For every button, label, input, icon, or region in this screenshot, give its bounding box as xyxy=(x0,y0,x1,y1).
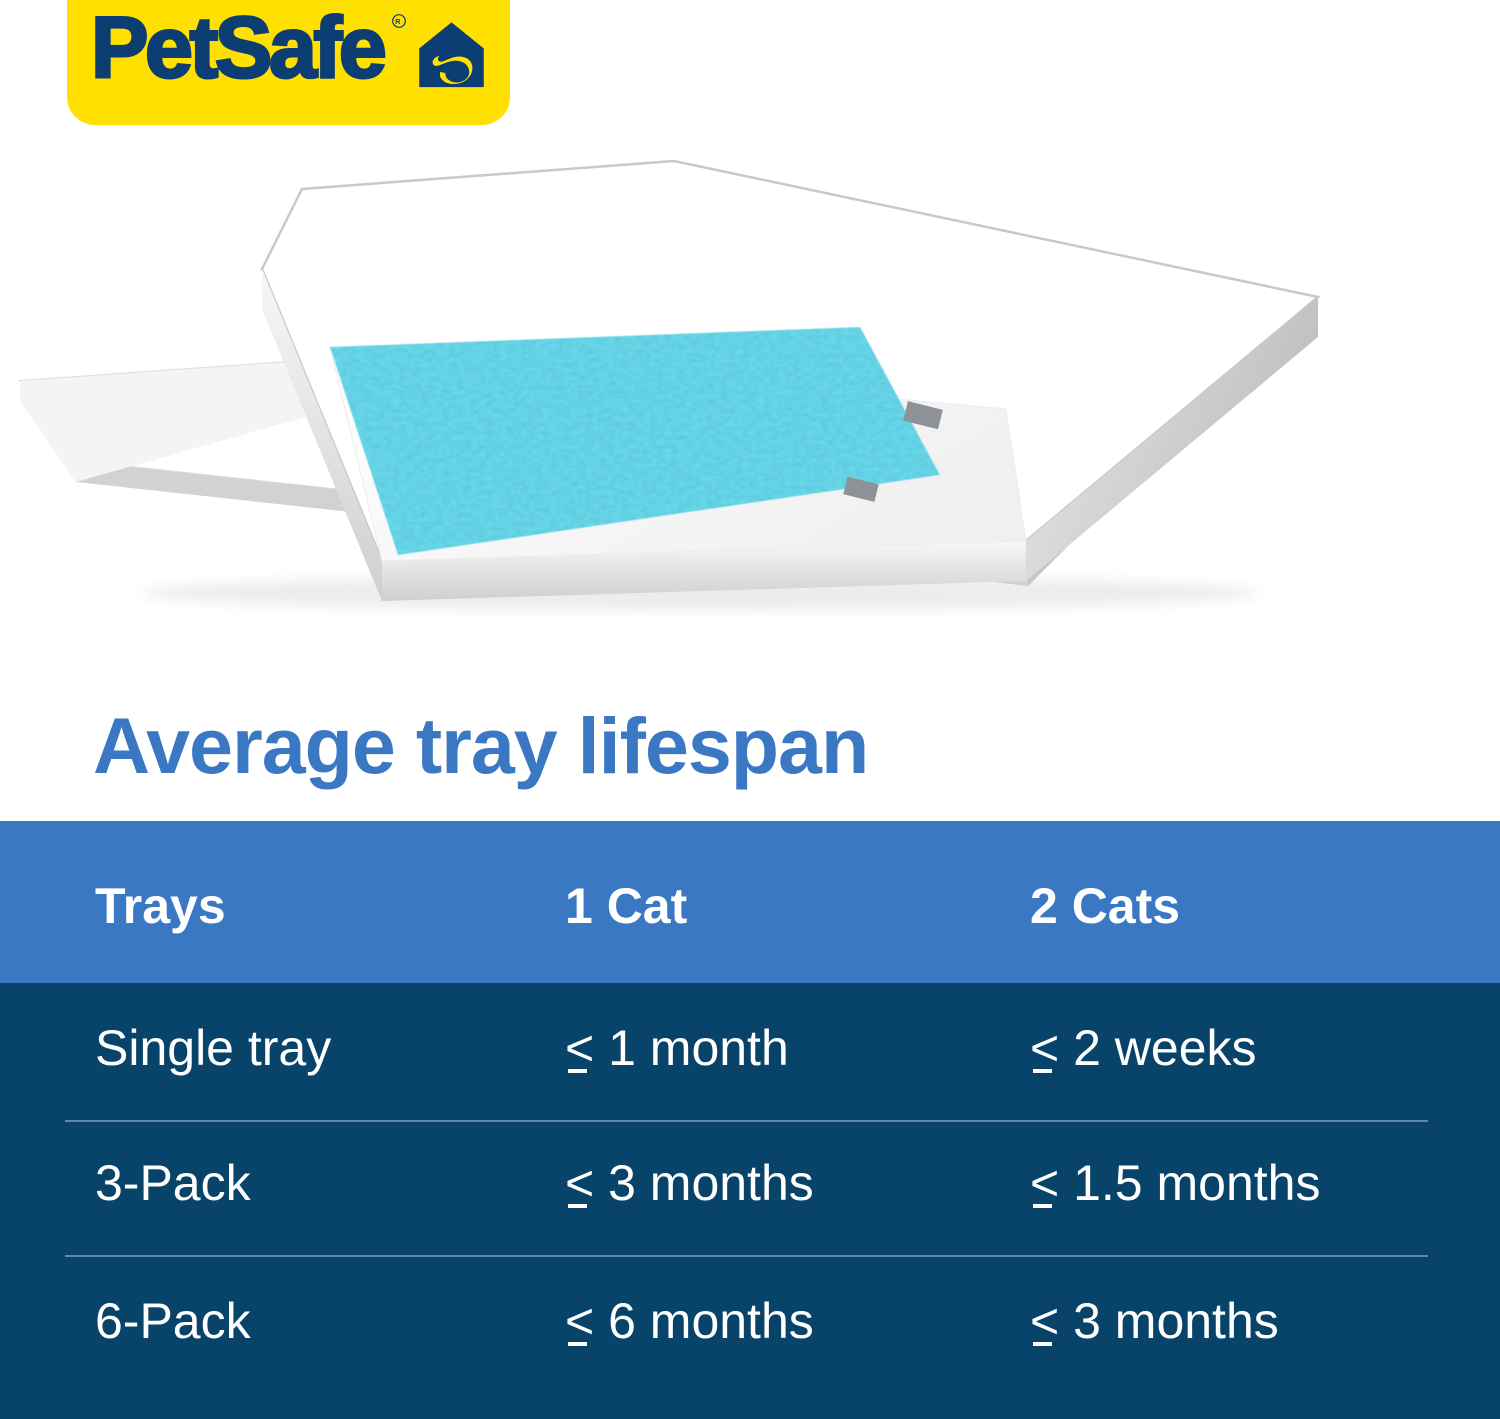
svg-text:R: R xyxy=(395,17,401,26)
svg-text:PetSafe: PetSafe xyxy=(91,0,384,96)
